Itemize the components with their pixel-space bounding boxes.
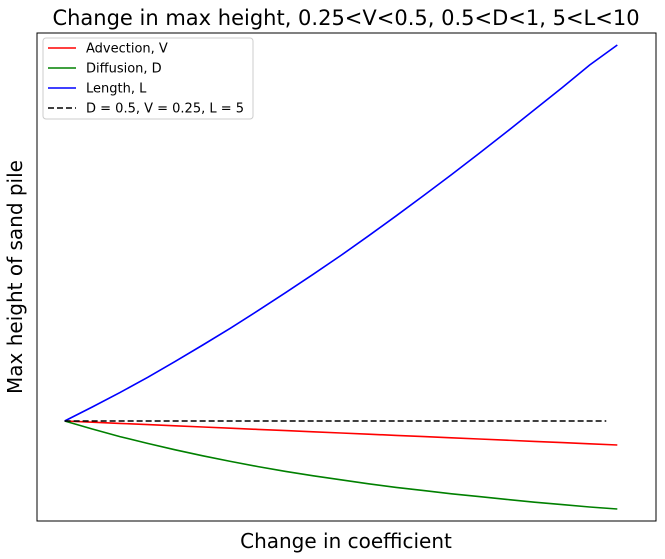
series-layer [64, 44, 618, 510]
legend-label-1: Diffusion, D [86, 62, 162, 77]
legend-label-3: D = 0.5, V = 0.25, L = 5 [86, 102, 244, 117]
chart-title: Change in max height, 0.25<V<0.5, 0.5<D<… [52, 6, 639, 30]
series-line-2 [64, 44, 618, 422]
legend: Advection, V Diffusion, D Length, L D = 0.5… [42, 37, 254, 120]
y-axis-label: Max height of sand pile [3, 160, 27, 394]
x-axis-label: Change in coefficient [240, 529, 452, 553]
legend-frame [42, 37, 254, 120]
series-line-0 [64, 420, 618, 446]
legend-label-0: Advection, V [86, 42, 168, 57]
legend-label-2: Length, L [86, 82, 147, 97]
series-line-1 [64, 420, 618, 510]
